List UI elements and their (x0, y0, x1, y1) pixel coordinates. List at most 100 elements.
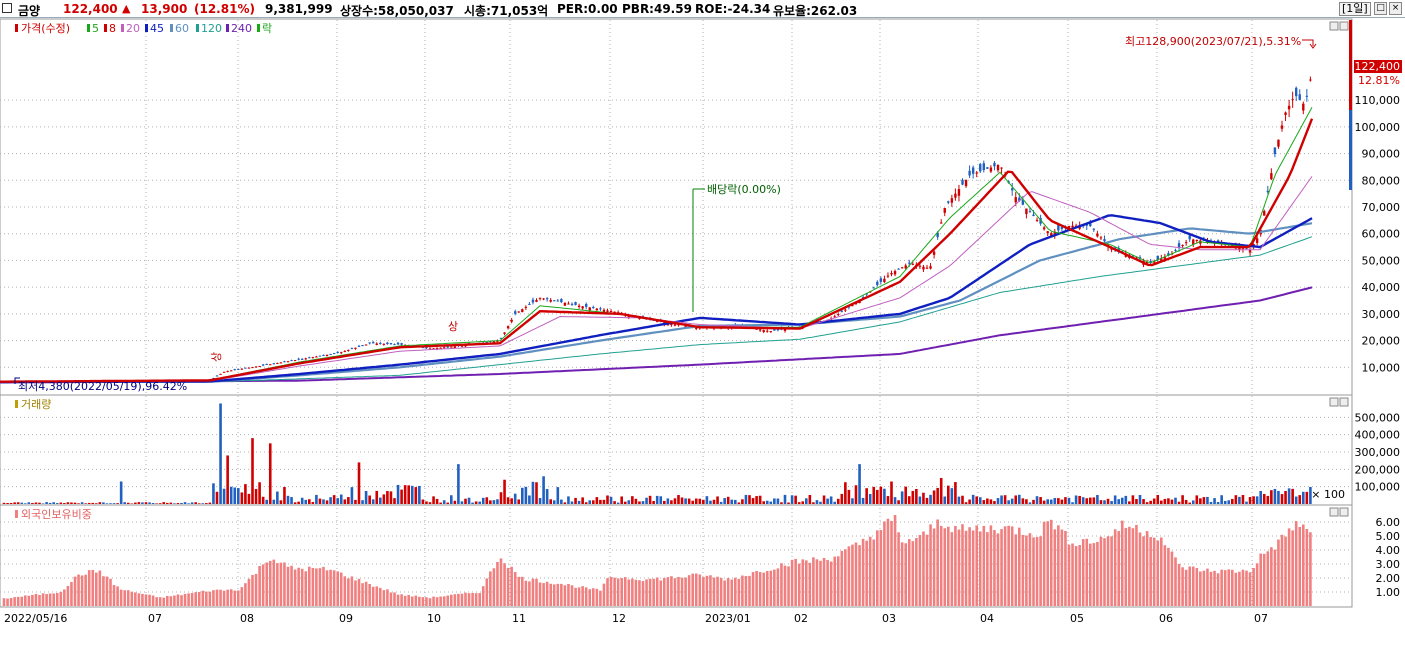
foreign-bar (560, 583, 563, 606)
panel-close-icon[interactable] (1339, 507, 1349, 517)
volume-bar (574, 497, 577, 504)
price-panel-buttons[interactable] (1329, 21, 1349, 31)
panel-minimize-icon[interactable] (1329, 21, 1339, 31)
panel-minimize-icon[interactable] (1329, 397, 1339, 407)
price-scroll-indicator-down[interactable] (1349, 110, 1352, 190)
volume-bar (1167, 498, 1170, 504)
foreign-bar (311, 567, 315, 606)
volume-bar (797, 502, 801, 504)
maximize-icon[interactable]: □ (1374, 2, 1387, 15)
candle-body (233, 369, 236, 371)
volume-bar (734, 499, 737, 504)
foreign-bar (1128, 526, 1131, 606)
foreign-bar (272, 559, 276, 606)
candle-body (226, 370, 229, 372)
volume-bar (322, 499, 325, 504)
foreign-bar (347, 578, 350, 606)
candle-body (1092, 228, 1096, 230)
candle-body (1131, 255, 1135, 257)
foreign-bar (1131, 528, 1135, 606)
foreign-bar (1003, 526, 1007, 606)
select-checkbox[interactable] (2, 3, 12, 13)
candle-body (375, 343, 378, 345)
volume-bar (847, 489, 851, 504)
volume-bar (1081, 497, 1085, 504)
foreign-bar (91, 569, 95, 606)
volume-bar (403, 485, 407, 504)
volume-bar (1014, 495, 1018, 504)
foreign-bar (890, 520, 893, 606)
period-selector[interactable]: [1일] (1339, 2, 1371, 16)
foreign-panel-buttons[interactable] (1329, 507, 1349, 517)
volume-bar (599, 499, 602, 504)
pbr-value: PBR:49.59 (622, 2, 692, 16)
candle-body (432, 348, 435, 350)
volume-bar (1287, 488, 1291, 504)
candle-body (773, 328, 776, 331)
volume-bar (1181, 495, 1184, 504)
foreign-bar (1021, 534, 1025, 606)
candle-body (592, 307, 595, 309)
volume-bar (254, 488, 258, 504)
foreign-bar (368, 583, 371, 606)
candle-body (357, 345, 361, 347)
panel-minimize-icon[interactable] (1329, 507, 1339, 517)
volume-bar (1284, 490, 1287, 504)
volume-bar (890, 481, 893, 504)
volume-bar (1010, 498, 1014, 504)
volume-bar (1025, 499, 1028, 504)
volume-bar (261, 496, 265, 504)
foreign-bar (485, 578, 489, 606)
foreign-bar (350, 576, 354, 606)
panel-close-icon[interactable] (1339, 397, 1349, 407)
x-tick-label: 2022/05/16 (4, 612, 67, 625)
volume-bar (773, 498, 776, 504)
volume-bar (148, 502, 151, 504)
foreign-bar (943, 528, 947, 606)
candle-body (443, 347, 446, 349)
current-pct-text: 12.81% (1358, 74, 1400, 87)
volume-bar (102, 502, 105, 504)
legend-ma20-swatch (121, 24, 124, 32)
foreign-bar (694, 573, 698, 606)
volume-panel-buttons[interactable] (1329, 397, 1349, 407)
foreign-bar (563, 585, 567, 606)
price-scroll-indicator-up[interactable] (1349, 20, 1352, 170)
foreign-bar (237, 590, 240, 606)
volume-bar (1291, 488, 1294, 504)
high-arrow-icon (1302, 39, 1314, 46)
volume-bar (755, 496, 758, 504)
foreign-bar (492, 568, 496, 606)
close-icon[interactable]: × (1389, 2, 1402, 15)
volume-bar (1227, 500, 1231, 504)
foreign-bar (9, 597, 13, 606)
volume-bar (421, 499, 425, 504)
x-tick-label: 10 (427, 612, 441, 625)
y-tick-label: 2.00 (1376, 572, 1401, 585)
volume-bar (531, 481, 535, 504)
foreign-bar (24, 595, 27, 606)
panel-close-icon[interactable] (1339, 21, 1349, 31)
candle-body (1117, 247, 1120, 251)
candle-body (382, 343, 386, 345)
foreign-bar (34, 593, 38, 606)
foreign-bar (737, 578, 741, 606)
candle-body (1103, 239, 1106, 242)
foreign-bar (1156, 540, 1160, 606)
foreign-bar (773, 569, 776, 606)
volume-bar (709, 500, 712, 504)
volume-bar (361, 500, 364, 504)
volume-bar (24, 503, 27, 504)
candle-body (450, 346, 453, 348)
candle-body (336, 351, 339, 353)
candle-body (844, 309, 847, 311)
foreign-bar (861, 538, 865, 606)
volume-bar (936, 487, 939, 504)
volume-bar (932, 490, 936, 504)
foreign-bar (1220, 569, 1223, 606)
foreign-bar (726, 578, 730, 606)
candle-body (886, 275, 890, 277)
foreign-bar (410, 596, 414, 606)
foreign-bar (102, 576, 105, 606)
volume-bar (1223, 500, 1227, 504)
